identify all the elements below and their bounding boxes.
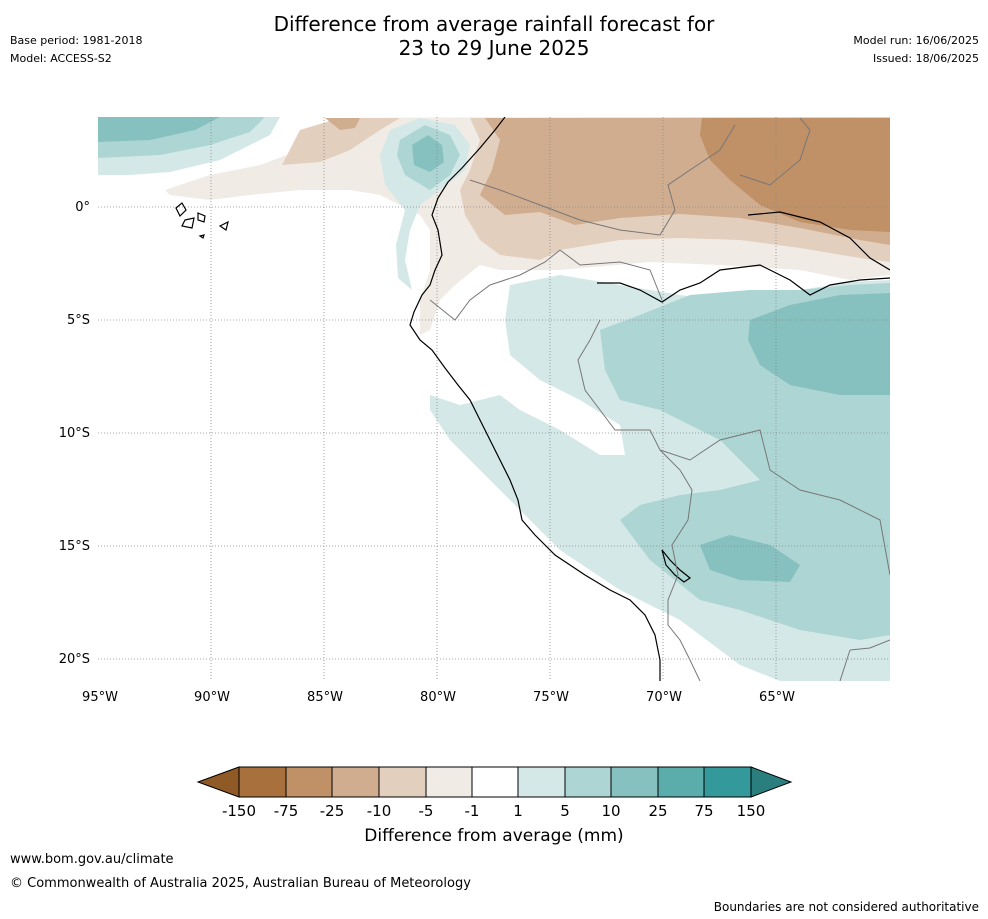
boundary-ecuador-peru bbox=[429, 249, 561, 321]
cb-tick-6: 1 bbox=[513, 802, 523, 820]
colorbar-swatch-10 bbox=[657, 766, 705, 798]
boundary-colombia-peru bbox=[559, 249, 663, 301]
contour-coastal-wet-strong bbox=[412, 135, 444, 172]
cb-tick-2: -25 bbox=[320, 802, 345, 820]
colorbar-swatch-4 bbox=[378, 766, 427, 798]
lon-label-80w: 80°W bbox=[420, 690, 456, 705]
amazon-river-coast bbox=[597, 264, 890, 303]
footer-copyright: © Commonwealth of Australia 2025, Austra… bbox=[10, 876, 471, 891]
colorbar-swatch-7 bbox=[517, 766, 566, 798]
cb-tick-0: -150 bbox=[222, 802, 256, 820]
gridlines bbox=[98, 117, 890, 681]
lon-label-75w: 75°W bbox=[533, 690, 569, 705]
colorbar-ticks: -150 -75 -25 -10 -5 -1 1 5 10 25 75 150 bbox=[222, 802, 765, 820]
cb-tick-9: 25 bbox=[648, 802, 667, 820]
coastlines bbox=[175, 117, 890, 681]
galapagos-islands bbox=[175, 202, 229, 239]
colorbar-swatch-1 bbox=[238, 766, 287, 798]
cb-tick-11: 150 bbox=[737, 802, 766, 820]
model-run-text: Model run: 16/06/2025 bbox=[853, 34, 979, 47]
cb-tick-10: 75 bbox=[694, 802, 713, 820]
latitude-labels: 0° 5°S 10°S 15°S 20°S bbox=[59, 200, 90, 667]
boundary-colombia-venezuela bbox=[469, 124, 736, 236]
contour-nw-wet-strong bbox=[98, 117, 220, 142]
cb-tick-5: -1 bbox=[465, 802, 480, 820]
boundary-peru-brazil bbox=[577, 319, 890, 576]
boundary-bolivia-paraguay bbox=[839, 639, 890, 681]
rainfall-contours bbox=[98, 117, 890, 681]
colorbar-swatch-5 bbox=[425, 766, 473, 798]
colorbar bbox=[196, 766, 793, 798]
country-boundaries bbox=[429, 117, 890, 681]
lon-label-70w: 70°W bbox=[646, 690, 682, 705]
meta-left: Base period: 1981-2018 Model: ACCESS-S2 bbox=[10, 32, 142, 68]
lon-label-90w: 90°W bbox=[194, 690, 230, 705]
issued-text: Issued: 18/06/2025 bbox=[872, 52, 979, 65]
cb-tick-8: 10 bbox=[601, 802, 620, 820]
colorbar-swatch-9 bbox=[610, 766, 659, 798]
lat-label-15s: 15°S bbox=[59, 539, 90, 554]
boundary-peru-bolivia bbox=[659, 449, 701, 681]
northern-coast bbox=[747, 211, 890, 271]
model-text: Model: ACCESS-S2 bbox=[10, 52, 112, 65]
title-line-1: Difference from average rainfall forecas… bbox=[273, 12, 715, 36]
colorbar-swatch-3 bbox=[331, 766, 380, 798]
contour-wet-strong bbox=[748, 293, 890, 395]
lat-label-20s: 20°S bbox=[59, 652, 90, 667]
title-line-2: 23 to 29 June 2025 bbox=[398, 36, 590, 60]
south-america-west-coast bbox=[409, 117, 661, 681]
lon-label-95w: 95°W bbox=[82, 690, 118, 705]
colorbar-swatch-0 bbox=[196, 766, 240, 798]
cb-tick-3: -10 bbox=[367, 802, 392, 820]
cb-tick-1: -75 bbox=[274, 802, 299, 820]
footer-boundaries-note: Boundaries are not considered authoritat… bbox=[713, 900, 979, 914]
colorbar-swatch-11 bbox=[703, 766, 752, 798]
longitude-labels: 95°W 90°W 85°W 80°W 75°W 70°W 65°W bbox=[82, 690, 795, 705]
base-period-text: Base period: 1981-2018 bbox=[10, 34, 143, 47]
contour-wet-strong-south bbox=[700, 535, 800, 582]
footer-url-link[interactable]: www.bom.gov.au/climate bbox=[10, 852, 174, 867]
lake-titicaca bbox=[661, 549, 692, 583]
colorbar-swatch-12 bbox=[750, 766, 793, 798]
contour-dry-strong bbox=[700, 118, 890, 232]
colorbar-swatch-6 bbox=[471, 766, 519, 798]
cb-tick-4: -5 bbox=[419, 802, 434, 820]
lon-label-85w: 85°W bbox=[307, 690, 343, 705]
lat-label-5s: 5°S bbox=[67, 313, 90, 328]
colorbar-title: Difference from average (mm) bbox=[364, 826, 624, 846]
lat-label-0: 0° bbox=[75, 200, 90, 215]
meta-right: Model run: 16/06/2025 Issued: 18/06/2025 bbox=[853, 32, 979, 68]
lon-label-65w: 65°W bbox=[759, 690, 795, 705]
cb-tick-7: 5 bbox=[560, 802, 570, 820]
map-title: Difference from average rainfall forecas… bbox=[0, 12, 988, 60]
boundary-brazil-venezuela bbox=[739, 117, 811, 186]
colorbar-swatch-8 bbox=[564, 766, 612, 798]
lat-label-10s: 10°S bbox=[59, 426, 90, 441]
colorbar-swatch-2 bbox=[285, 766, 333, 798]
